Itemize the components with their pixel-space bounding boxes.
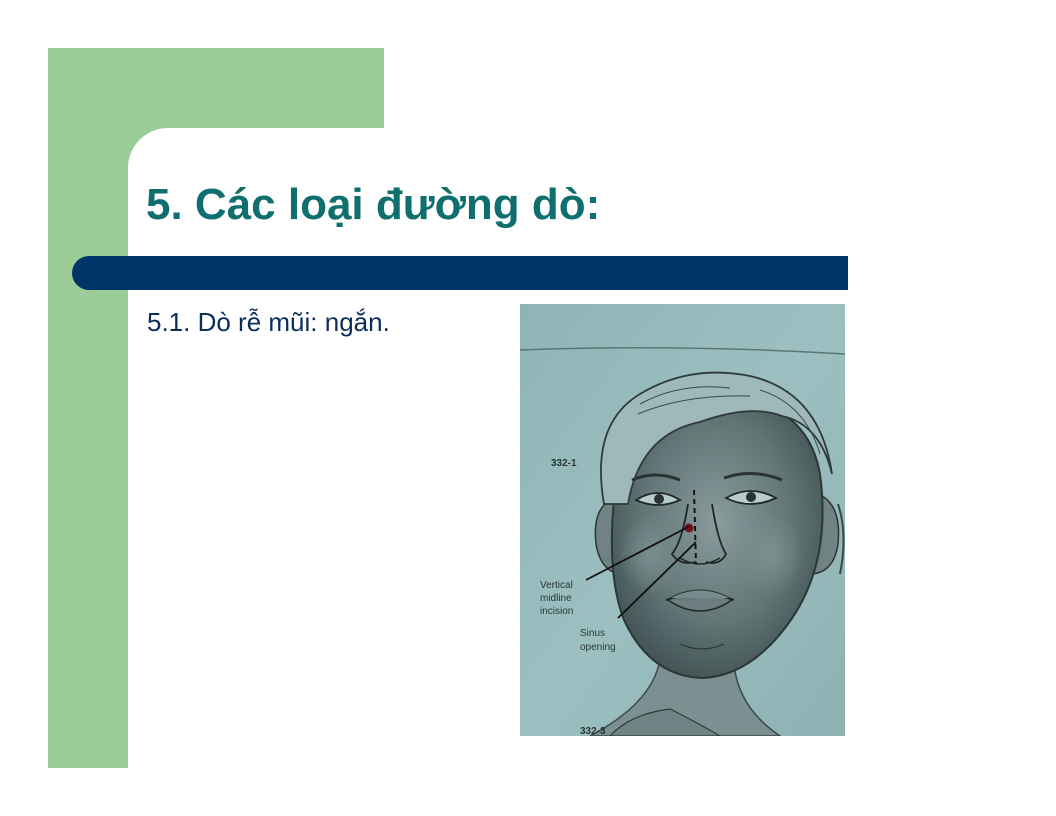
midline-incision-mark [693,489,697,565]
eyebrow [631,473,681,482]
callout-incision-text: incision [540,606,573,617]
anatomical-illustration: 332-1 332-3 Vertical midline incision Si… [520,304,845,736]
bullet-text: 5.1. Dò rễ mũi: ngắn. [147,307,390,337]
callout-incision-text: Vertical [540,580,573,591]
callout-incision-text: midline [540,593,572,604]
hair [600,371,833,505]
figure-number-bottom: 332-3 [580,726,606,736]
sinus-opening-dot [684,523,694,533]
callout-sinus-text: opening [580,642,616,653]
book-edge-line [520,347,845,355]
eyebrow [723,472,783,482]
callout-line-sinus [617,541,697,619]
title-underline-bar [72,256,848,290]
slide-title: 5. Các loại đường dò: [146,180,601,229]
callout-line-incision [585,525,691,581]
face-drawing: 332-1 332-3 Vertical midline incision Si… [520,304,845,736]
callout-sinus-text: Sinus [580,628,605,639]
figure-number-top: 332-1 [551,458,577,469]
nose [670,503,697,564]
